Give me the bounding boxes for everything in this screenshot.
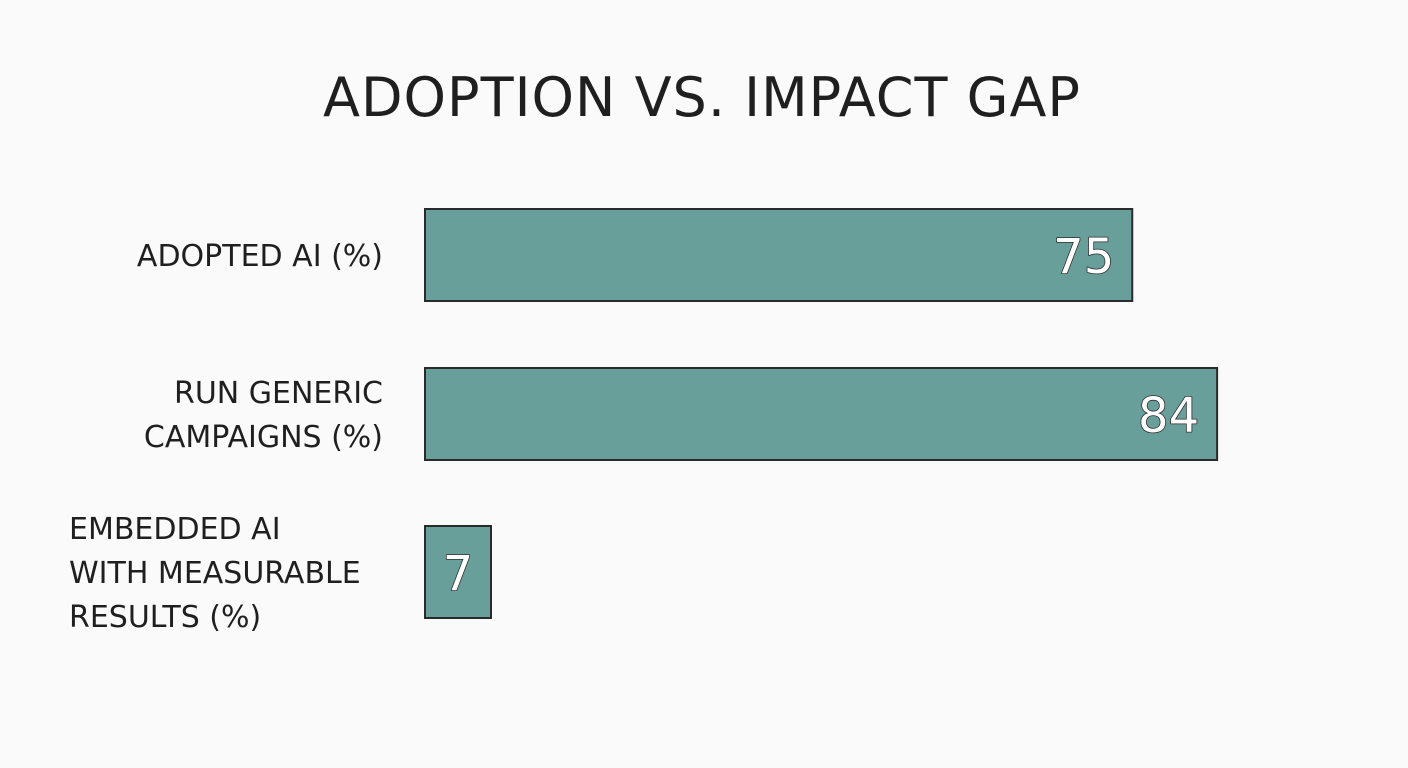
bar-value-label-1: 75: [1053, 229, 1114, 285]
bar-2: [424, 367, 1219, 461]
category-label-3: EMBEDDED AI WITH MEASURABLE RESULTS (%): [69, 512, 361, 635]
chart-title: ADOPTION VS. IMPACT GAP: [323, 66, 1081, 129]
bars-group: 75 ADOPTED AI (%) 84 RUN GENERIC CAMPAIGNS (…: [69, 208, 1219, 635]
category-label-line: ADOPTED AI (%): [137, 239, 383, 274]
category-label-line: WITH MEASURABLE: [69, 556, 361, 591]
category-label-1: ADOPTED AI (%): [137, 239, 383, 274]
category-label-line: RUN GENERIC: [174, 376, 383, 411]
bar-value-label-3: 7: [443, 546, 474, 602]
bar-value-label-2: 84: [1138, 388, 1199, 444]
category-label-line: EMBEDDED AI: [69, 512, 281, 547]
bar-3: [424, 525, 493, 619]
category-label-2: RUN GENERIC CAMPAIGNS (%): [144, 376, 383, 455]
bar-1: [424, 208, 1134, 302]
category-label-line: CAMPAIGNS (%): [144, 420, 383, 455]
category-label-line: RESULTS (%): [69, 600, 261, 635]
